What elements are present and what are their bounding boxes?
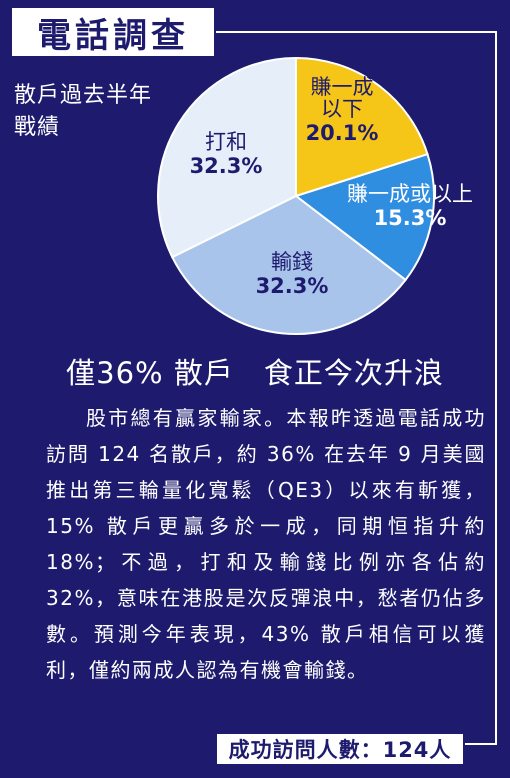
slice-label: 賺一成或以上 — [347, 182, 473, 206]
pie-slice — [293, 152, 435, 282]
slice-value-label: 15.3% — [374, 206, 447, 230]
slice-label: 賺一成 — [311, 75, 374, 99]
slice-label: 打和 — [205, 130, 247, 154]
pie-slice — [157, 56, 297, 259]
sample-size-badge: 成功訪問人數：124人 — [215, 732, 465, 766]
pie-slice — [170, 194, 407, 335]
pie-slice — [295, 56, 429, 198]
slice-value-label: 20.1% — [306, 121, 379, 145]
article-body: 股市總有贏家輸家。本報昨透過電話成功訪問 124 名散戶，約 36% 在去年 9… — [46, 406, 486, 682]
slice-label: 輸錢 — [271, 250, 313, 274]
page-title: 電話調查 — [10, 6, 216, 58]
slice-value-label: 32.3% — [256, 274, 329, 298]
slice-value-label: 32.3% — [190, 154, 263, 178]
chart-title-line: 戰績 — [14, 115, 61, 140]
chart-title: 散戶過去半年 戰績 — [14, 80, 194, 144]
slice-label: 以下 — [321, 97, 363, 121]
chart-title-line: 散戶過去半年 — [14, 83, 153, 108]
article-headline: 僅36% 散戶 食正今次升浪 — [66, 356, 444, 390]
